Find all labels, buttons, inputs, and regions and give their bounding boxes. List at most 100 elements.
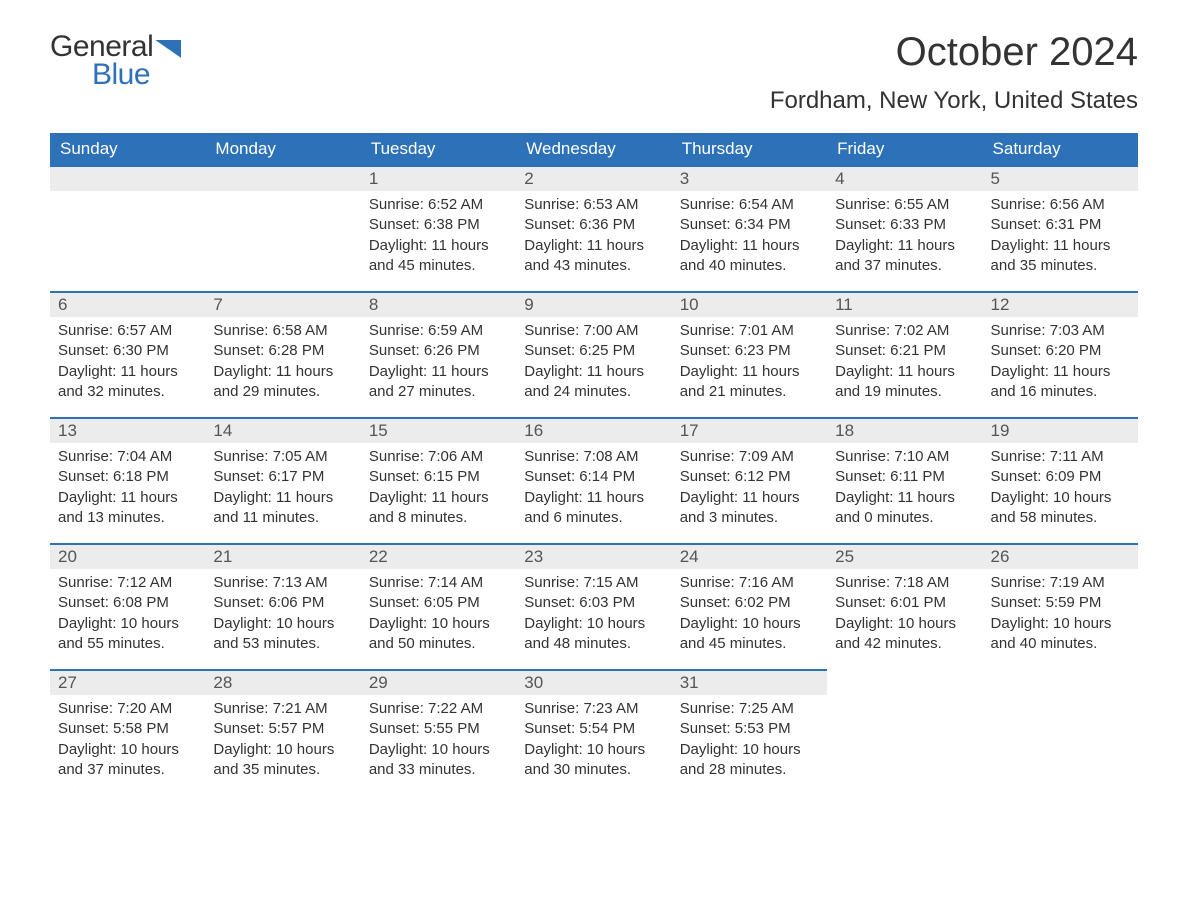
day-body: Sunrise: 7:04 AMSunset: 6:18 PMDaylight:… xyxy=(50,443,205,538)
day-body: Sunrise: 6:57 AMSunset: 6:30 PMDaylight:… xyxy=(50,317,205,412)
daylight-line: Daylight: 10 hours and 30 minutes. xyxy=(524,740,663,781)
calendar-cell: 7Sunrise: 6:58 AMSunset: 6:28 PMDaylight… xyxy=(205,291,360,417)
sunrise-line: Sunrise: 7:05 AM xyxy=(213,447,352,467)
weekday-header: Wednesday xyxy=(516,133,671,165)
day-number: 12 xyxy=(983,293,1138,317)
day-number: 18 xyxy=(827,419,982,443)
header: General Blue October 2024 Fordham, New Y… xyxy=(50,30,1138,115)
sunset-line: Sunset: 5:57 PM xyxy=(213,719,352,739)
day-number: 22 xyxy=(361,545,516,569)
daylight-line: Daylight: 10 hours and 40 minutes. xyxy=(991,614,1130,655)
day-number: 19 xyxy=(983,419,1138,443)
sunrise-line: Sunrise: 7:23 AM xyxy=(524,699,663,719)
sunrise-line: Sunrise: 6:59 AM xyxy=(369,321,508,341)
calendar-cell: 20Sunrise: 7:12 AMSunset: 6:08 PMDayligh… xyxy=(50,543,205,669)
location: Fordham, New York, United States xyxy=(770,87,1138,115)
sunrise-line: Sunrise: 7:10 AM xyxy=(835,447,974,467)
sunrise-line: Sunrise: 6:56 AM xyxy=(991,195,1130,215)
daylight-line: Daylight: 11 hours and 43 minutes. xyxy=(524,236,663,277)
daylight-line: Daylight: 11 hours and 8 minutes. xyxy=(369,488,508,529)
calendar-cell: 6Sunrise: 6:57 AMSunset: 6:30 PMDaylight… xyxy=(50,291,205,417)
day-number: 16 xyxy=(516,419,671,443)
sunset-line: Sunset: 6:09 PM xyxy=(991,467,1130,487)
flag-icon xyxy=(155,40,181,58)
calendar-cell: 22Sunrise: 7:14 AMSunset: 6:05 PMDayligh… xyxy=(361,543,516,669)
day-body: Sunrise: 6:58 AMSunset: 6:28 PMDaylight:… xyxy=(205,317,360,412)
sunrise-line: Sunrise: 7:14 AM xyxy=(369,573,508,593)
day-body: Sunrise: 7:13 AMSunset: 6:06 PMDaylight:… xyxy=(205,569,360,664)
daylight-line: Daylight: 10 hours and 28 minutes. xyxy=(680,740,819,781)
daylight-line: Daylight: 11 hours and 0 minutes. xyxy=(835,488,974,529)
sunset-line: Sunset: 6:20 PM xyxy=(991,341,1130,361)
day-number: 6 xyxy=(50,293,205,317)
sunrise-line: Sunrise: 7:09 AM xyxy=(680,447,819,467)
day-number: 15 xyxy=(361,419,516,443)
day-body: Sunrise: 7:14 AMSunset: 6:05 PMDaylight:… xyxy=(361,569,516,664)
sunset-line: Sunset: 6:03 PM xyxy=(524,593,663,613)
day-body: Sunrise: 6:56 AMSunset: 6:31 PMDaylight:… xyxy=(983,191,1138,286)
calendar-cell: 21Sunrise: 7:13 AMSunset: 6:06 PMDayligh… xyxy=(205,543,360,669)
day-number: 23 xyxy=(516,545,671,569)
day-number: 13 xyxy=(50,419,205,443)
sunset-line: Sunset: 5:53 PM xyxy=(680,719,819,739)
daylight-line: Daylight: 11 hours and 19 minutes. xyxy=(835,362,974,403)
calendar-cell: 30Sunrise: 7:23 AMSunset: 5:54 PMDayligh… xyxy=(516,669,671,795)
calendar-row: 20Sunrise: 7:12 AMSunset: 6:08 PMDayligh… xyxy=(50,543,1138,669)
day-number: 10 xyxy=(672,293,827,317)
day-number: 5 xyxy=(983,167,1138,191)
daylight-line: Daylight: 10 hours and 45 minutes. xyxy=(680,614,819,655)
sunrise-line: Sunrise: 7:21 AM xyxy=(213,699,352,719)
calendar-cell xyxy=(827,669,982,795)
sunrise-line: Sunrise: 7:04 AM xyxy=(58,447,197,467)
sunset-line: Sunset: 6:23 PM xyxy=(680,341,819,361)
day-body: Sunrise: 7:09 AMSunset: 6:12 PMDaylight:… xyxy=(672,443,827,538)
sunrise-line: Sunrise: 7:13 AM xyxy=(213,573,352,593)
calendar-cell xyxy=(50,165,205,291)
sunrise-line: Sunrise: 6:55 AM xyxy=(835,195,974,215)
day-body: Sunrise: 6:54 AMSunset: 6:34 PMDaylight:… xyxy=(672,191,827,286)
sunrise-line: Sunrise: 7:06 AM xyxy=(369,447,508,467)
calendar-row: 6Sunrise: 6:57 AMSunset: 6:30 PMDaylight… xyxy=(50,291,1138,417)
weekday-header-row: Sunday Monday Tuesday Wednesday Thursday… xyxy=(50,133,1138,165)
day-body: Sunrise: 7:11 AMSunset: 6:09 PMDaylight:… xyxy=(983,443,1138,538)
calendar-row: 13Sunrise: 7:04 AMSunset: 6:18 PMDayligh… xyxy=(50,417,1138,543)
weekday-header: Saturday xyxy=(983,133,1138,165)
calendar-cell: 27Sunrise: 7:20 AMSunset: 5:58 PMDayligh… xyxy=(50,669,205,795)
daylight-line: Daylight: 10 hours and 55 minutes. xyxy=(58,614,197,655)
day-body: Sunrise: 7:18 AMSunset: 6:01 PMDaylight:… xyxy=(827,569,982,664)
calendar-cell: 12Sunrise: 7:03 AMSunset: 6:20 PMDayligh… xyxy=(983,291,1138,417)
day-body: Sunrise: 7:08 AMSunset: 6:14 PMDaylight:… xyxy=(516,443,671,538)
calendar-cell: 2Sunrise: 6:53 AMSunset: 6:36 PMDaylight… xyxy=(516,165,671,291)
sunset-line: Sunset: 5:55 PM xyxy=(369,719,508,739)
calendar-row: 1Sunrise: 6:52 AMSunset: 6:38 PMDaylight… xyxy=(50,165,1138,291)
day-number: 26 xyxy=(983,545,1138,569)
day-body: Sunrise: 7:05 AMSunset: 6:17 PMDaylight:… xyxy=(205,443,360,538)
calendar-cell: 14Sunrise: 7:05 AMSunset: 6:17 PMDayligh… xyxy=(205,417,360,543)
calendar-cell xyxy=(205,165,360,291)
day-number: 27 xyxy=(50,671,205,695)
sunrise-line: Sunrise: 6:57 AM xyxy=(58,321,197,341)
sunset-line: Sunset: 6:02 PM xyxy=(680,593,819,613)
day-number: 30 xyxy=(516,671,671,695)
sunrise-line: Sunrise: 7:03 AM xyxy=(991,321,1130,341)
sunset-line: Sunset: 5:54 PM xyxy=(524,719,663,739)
sunset-line: Sunset: 6:31 PM xyxy=(991,215,1130,235)
day-body: Sunrise: 7:00 AMSunset: 6:25 PMDaylight:… xyxy=(516,317,671,412)
sunset-line: Sunset: 6:30 PM xyxy=(58,341,197,361)
calendar-cell: 1Sunrise: 6:52 AMSunset: 6:38 PMDaylight… xyxy=(361,165,516,291)
day-body: Sunrise: 7:01 AMSunset: 6:23 PMDaylight:… xyxy=(672,317,827,412)
day-body: Sunrise: 7:23 AMSunset: 5:54 PMDaylight:… xyxy=(516,695,671,790)
title-block: October 2024 Fordham, New York, United S… xyxy=(770,30,1138,115)
daylight-line: Daylight: 11 hours and 11 minutes. xyxy=(213,488,352,529)
sunrise-line: Sunrise: 6:53 AM xyxy=(524,195,663,215)
sunrise-line: Sunrise: 7:11 AM xyxy=(991,447,1130,467)
brand-logo: General Blue xyxy=(50,30,181,92)
calendar-cell: 26Sunrise: 7:19 AMSunset: 5:59 PMDayligh… xyxy=(983,543,1138,669)
calendar-body: 1Sunrise: 6:52 AMSunset: 6:38 PMDaylight… xyxy=(50,165,1138,795)
daylight-line: Daylight: 11 hours and 29 minutes. xyxy=(213,362,352,403)
daylight-line: Daylight: 11 hours and 21 minutes. xyxy=(680,362,819,403)
sunrise-line: Sunrise: 7:20 AM xyxy=(58,699,197,719)
sunrise-line: Sunrise: 7:19 AM xyxy=(991,573,1130,593)
sunset-line: Sunset: 6:36 PM xyxy=(524,215,663,235)
calendar-cell: 4Sunrise: 6:55 AMSunset: 6:33 PMDaylight… xyxy=(827,165,982,291)
